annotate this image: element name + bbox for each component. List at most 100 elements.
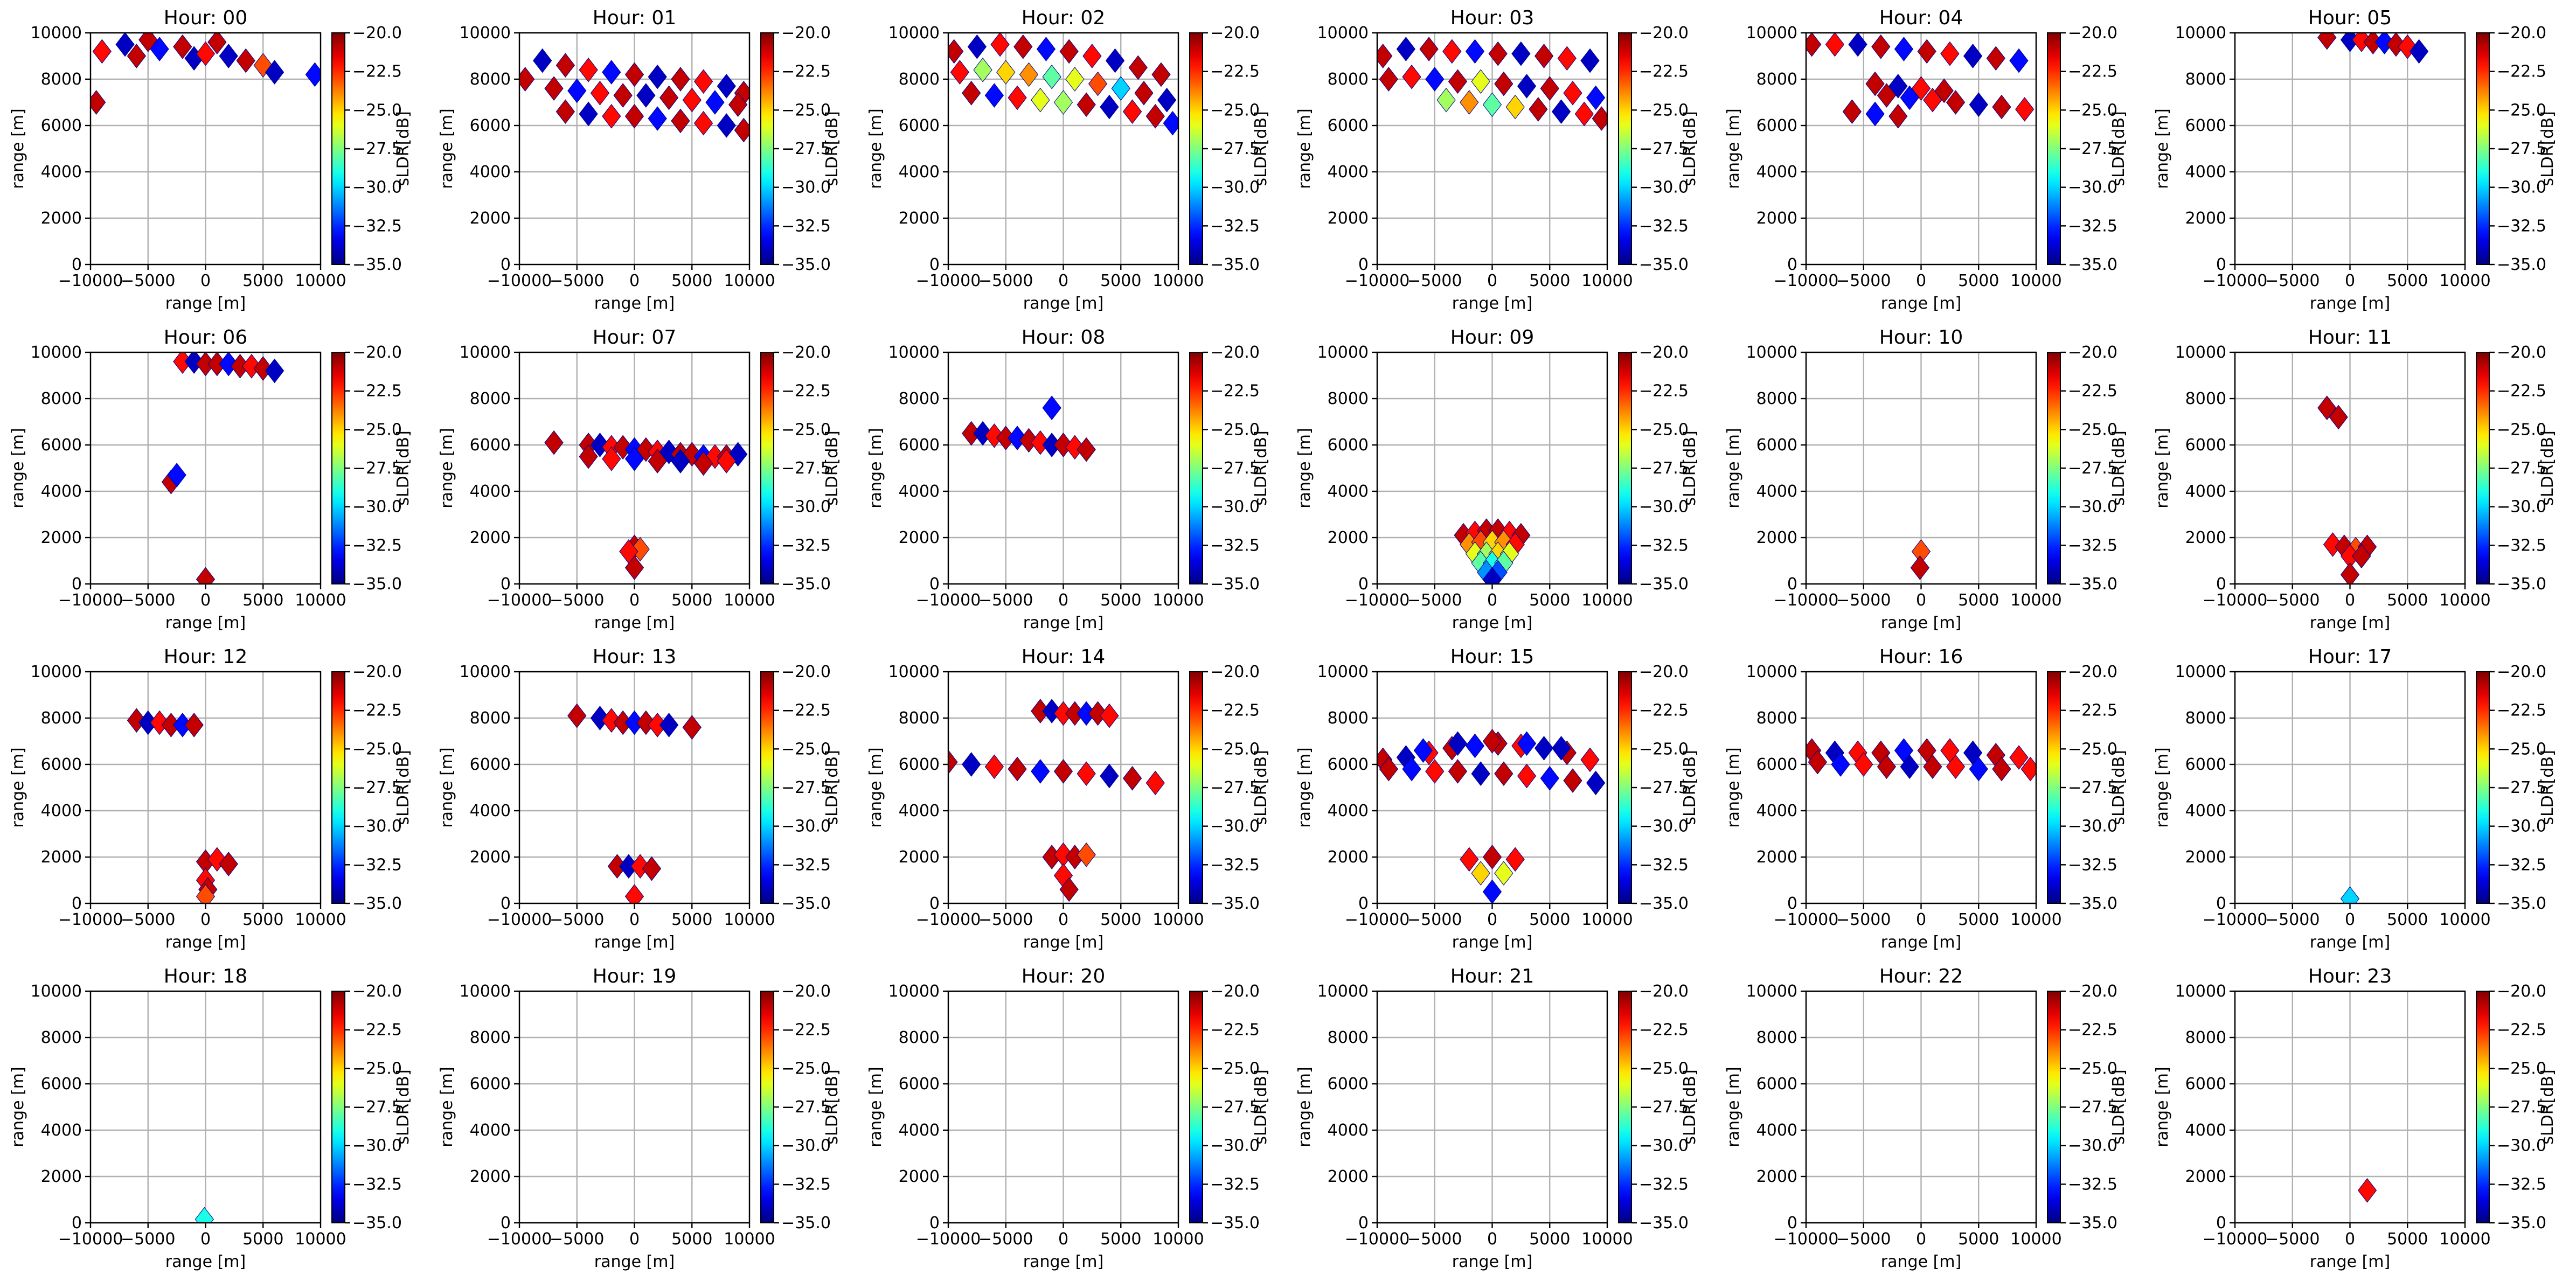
x-axis-label: range [m] [1023, 1252, 1103, 1271]
colorbar-tick-label: −35.0 [2068, 255, 2117, 274]
colorbar-tick-label: −25.0 [2068, 101, 2117, 120]
x-tick-label: 5000 [2387, 591, 2428, 610]
y-axis-label: range [m] [9, 108, 27, 189]
y-tick-label: 6000 [2185, 116, 2226, 135]
colorbar-tick-label: −32.5 [2497, 1175, 2546, 1194]
subplot: Hour: 03 −10000−5000 0 5000 10000 0 2000 4000 60… [1295, 7, 1699, 313]
colorbar-tick-label: −22.5 [1210, 1021, 1260, 1040]
x-axis-label: range [m] [1452, 1252, 1532, 1271]
radar-cell [624, 446, 644, 471]
radar-cell [671, 67, 690, 92]
radar-cell [962, 80, 981, 106]
colorbar-tick-label: −35.0 [2068, 894, 2117, 913]
radar-cell [613, 83, 633, 108]
y-tick-label: 8000 [470, 1028, 511, 1047]
radar-cell [1151, 62, 1171, 87]
radar-cell [1122, 765, 1142, 791]
y-tick-label: 4000 [41, 482, 82, 501]
radar-cell [1008, 85, 1027, 110]
chart-title: Hour: 13 [593, 646, 676, 668]
colorbar-tick-label: −22.5 [352, 62, 402, 81]
x-tick-label: 5000 [242, 1230, 283, 1249]
y-axis-label: range [m] [9, 1067, 27, 1147]
colorbar-tick-label: −27.5 [2068, 1098, 2117, 1117]
radar-cell [962, 752, 981, 777]
y-tick-label: 6000 [470, 1075, 511, 1094]
y-tick-label: 10000 [888, 343, 940, 362]
subplot: Hour: 04 −10000−5000 0 5000 10000 0 2000 4000 60… [1724, 7, 2128, 313]
radar-cell [967, 34, 987, 59]
y-tick-label: 10000 [1317, 663, 1369, 681]
x-tick-label: 0 [1487, 1230, 1497, 1249]
radar-cell [1419, 37, 1439, 61]
colorbar [1189, 32, 1203, 265]
y-tick-label: 0 [1787, 575, 1797, 594]
x-tick-label: 0 [1487, 271, 1497, 290]
y-tick-label: 0 [1358, 894, 1369, 913]
x-tick-label: 0 [2345, 271, 2355, 290]
colorbar-tick-label: −25.0 [781, 420, 831, 439]
colorbar [1618, 32, 1632, 265]
colorbar [760, 352, 774, 584]
x-axis-label: range [m] [1023, 614, 1103, 632]
radar-cell [1917, 39, 1936, 64]
radar-cell [1511, 41, 1531, 66]
x-tick-label: 0 [200, 1230, 211, 1249]
radar-cell [1540, 76, 1559, 101]
colorbar-tick-label: −35.0 [352, 255, 402, 274]
y-tick-label: 0 [501, 575, 511, 594]
x-tick-label: 10000 [2439, 271, 2490, 290]
colorbar-label: sLDR[dB] [1681, 430, 1699, 505]
radar-cell [2352, 544, 2371, 569]
y-tick-label: 0 [1787, 894, 1797, 913]
y-tick-label: 8000 [1756, 1028, 1797, 1047]
x-tick-label: 10000 [1581, 910, 1633, 929]
colorbar-tick-label: −32.5 [1210, 536, 1260, 555]
x-tick-label: 5000 [1958, 1230, 1999, 1249]
colorbar-tick-label: −20.0 [1639, 343, 1689, 362]
y-tick-label: 2000 [1328, 528, 1369, 547]
x-tick-label: −5000 [1836, 1230, 1891, 1249]
colorbar-tick-label: −20.0 [781, 982, 831, 1001]
colorbar-tick-label: −30.0 [2068, 817, 2117, 836]
radar-cell [1460, 90, 1479, 115]
radar-cell [1842, 99, 1862, 124]
y-tick-label: 0 [2216, 894, 2226, 913]
colorbar-tick-label: −27.5 [352, 778, 402, 797]
colorbar [2476, 671, 2490, 904]
y-tick-label: 0 [2216, 575, 2226, 594]
colorbar-tick-label: −32.5 [781, 1175, 831, 1194]
colorbar-tick-label: −35.0 [1639, 894, 1689, 913]
radar-cell [127, 44, 147, 68]
y-tick-label: 6000 [899, 1075, 940, 1094]
y-tick-label: 6000 [1328, 1075, 1369, 1094]
axes-frame [947, 32, 1179, 266]
colorbar-tick-label: −20.0 [2497, 343, 2546, 362]
y-tick-label: 6000 [1756, 1075, 1797, 1094]
radar-cell [642, 856, 662, 881]
colorbar-tick-label: −35.0 [352, 894, 402, 913]
y-tick-label: 0 [1358, 1214, 1369, 1233]
axes-frame [2234, 990, 2466, 1224]
colorbar-tick-label: −22.5 [1210, 62, 1260, 81]
colorbar-tick-label: −22.5 [2068, 382, 2117, 401]
y-tick-label: 0 [1787, 255, 1797, 274]
colorbar-tick-label: −30.0 [2068, 498, 2117, 517]
radar-cell [1808, 749, 1827, 775]
y-axis-label: range [m] [2153, 747, 2172, 827]
radar-cell [671, 449, 690, 474]
radar-cell [1557, 46, 1577, 71]
x-tick-label: 10000 [1152, 910, 1204, 929]
y-tick-label: 10000 [31, 343, 82, 362]
y-tick-label: 8000 [1328, 709, 1369, 728]
colorbar-tick-label: −30.0 [352, 817, 402, 836]
x-tick-label: 5000 [1958, 271, 1999, 290]
x-tick-label: −10000 [58, 1230, 123, 1249]
y-tick-label: 10000 [1746, 663, 1797, 681]
x-tick-label: 10000 [724, 910, 775, 929]
radar-cell [305, 62, 321, 87]
colorbar-tick-label: −22.5 [781, 62, 831, 81]
colorbar-tick-label: −30.0 [1210, 498, 1260, 517]
y-tick-label: 0 [72, 255, 82, 274]
colorbar-tick-label: −35.0 [352, 575, 402, 594]
